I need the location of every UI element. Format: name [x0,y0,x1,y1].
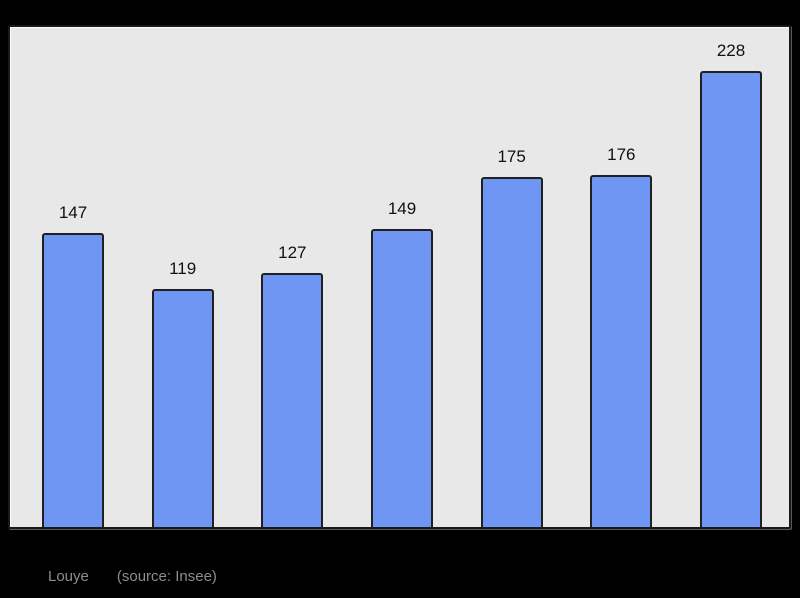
bar-value-label: 176 [607,145,636,164]
bar [42,233,104,527]
plot-area: 147 119 127 149 175 176 228 [8,25,791,529]
bar-value-label: 119 [169,259,197,278]
chart-caption: Louye (source: Insee) [48,568,217,586]
bar-value-label: 127 [278,243,307,262]
bar [261,273,324,527]
caption-commune-name: Louye [48,568,89,585]
caption-source: (source: Insee) [116,568,217,585]
bar [371,229,433,527]
bar-value-label: 175 [497,147,526,166]
bar [700,71,762,527]
bar-value-label: 228 [716,41,746,60]
bar-value-label: 147 [58,203,88,222]
bar [590,175,653,527]
bar-value-label: 149 [387,199,417,218]
bar [480,177,543,527]
bar-series: 147 119 127 149 175 176 228 [10,27,789,527]
bar [151,289,214,527]
